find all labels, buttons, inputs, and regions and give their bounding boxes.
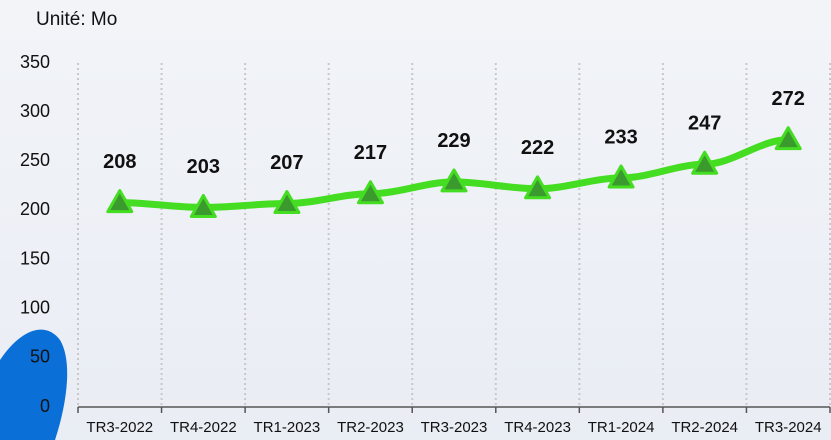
y-tick-label: 200 bbox=[20, 199, 50, 219]
marker bbox=[189, 193, 217, 218]
marker bbox=[273, 190, 301, 215]
data-label: 272 bbox=[772, 88, 805, 110]
decor-blob bbox=[0, 329, 68, 440]
x-tick-label: TR4-2023 bbox=[504, 419, 571, 436]
x-tick-label: TR3-2024 bbox=[755, 419, 822, 436]
y-tick-label: 350 bbox=[20, 52, 50, 72]
marker bbox=[524, 175, 552, 200]
data-label: 247 bbox=[688, 113, 721, 135]
unit-label: Unité: Mo bbox=[36, 9, 117, 30]
y-tick-label: 150 bbox=[20, 248, 50, 268]
x-tick-label: TR4-2022 bbox=[170, 419, 237, 436]
marker bbox=[356, 180, 384, 205]
marker bbox=[774, 126, 802, 151]
data-label: 217 bbox=[354, 142, 387, 164]
y-tick-label: 250 bbox=[20, 150, 50, 170]
marker bbox=[691, 150, 719, 175]
data-label: 207 bbox=[270, 152, 303, 174]
data-label: 208 bbox=[103, 151, 136, 173]
data-label: 233 bbox=[604, 126, 637, 148]
y-tick-label: 300 bbox=[20, 101, 50, 121]
x-tick-label: TR2-2024 bbox=[671, 419, 738, 436]
x-tick-label: TR1-2023 bbox=[254, 419, 321, 436]
y-tick-label: 100 bbox=[20, 297, 50, 317]
marker bbox=[607, 164, 635, 189]
x-tick-label: TR1-2024 bbox=[588, 419, 655, 436]
data-label: 203 bbox=[187, 156, 220, 178]
x-tick-label: TR3-2022 bbox=[86, 419, 153, 436]
y-tick-label: 50 bbox=[30, 347, 50, 367]
y-tick-label: 0 bbox=[40, 396, 50, 416]
data-label: 229 bbox=[437, 130, 470, 152]
x-tick-label: TR3-2023 bbox=[421, 419, 488, 436]
marker bbox=[440, 168, 468, 193]
data-label: 222 bbox=[521, 137, 554, 159]
marker bbox=[106, 189, 134, 214]
x-tick-label: TR2-2023 bbox=[337, 419, 404, 436]
